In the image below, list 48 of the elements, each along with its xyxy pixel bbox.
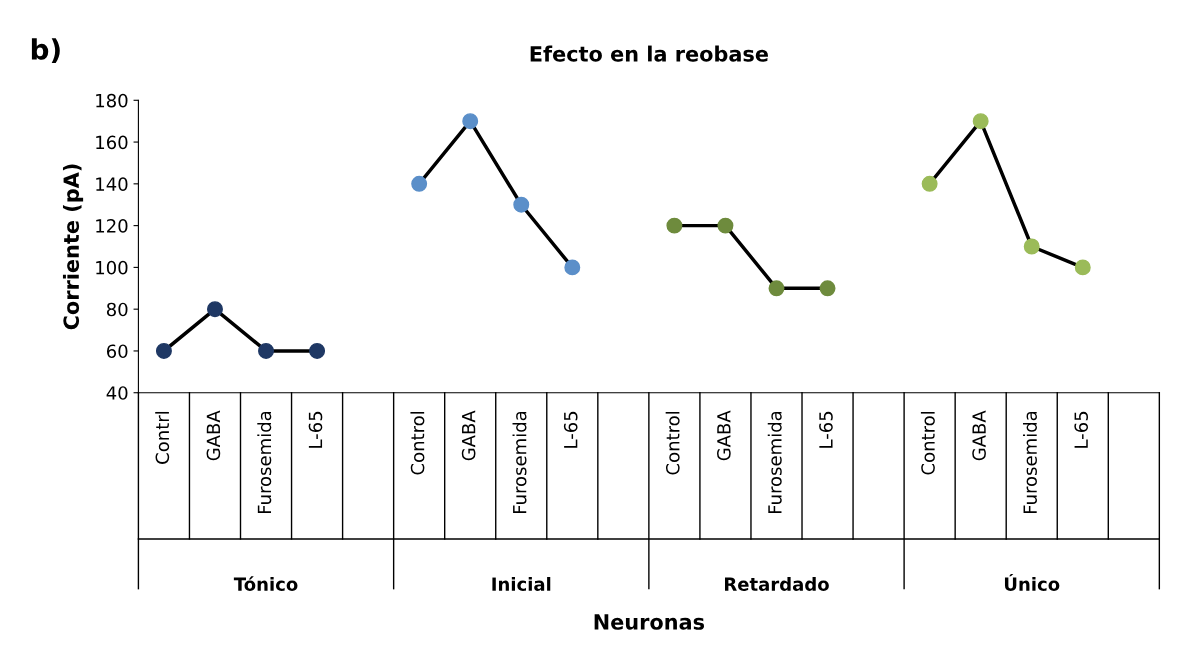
x-tick-label: Furosemida xyxy=(512,411,527,514)
y-tick-label: 80 xyxy=(106,302,128,317)
point xyxy=(309,342,326,359)
y-axis-title: Corriente (pA) xyxy=(62,164,84,330)
text: Tónico xyxy=(233,576,298,591)
point xyxy=(207,301,223,318)
x-tick-label: GABA xyxy=(206,410,221,461)
x-tick-label: GABA xyxy=(461,410,476,461)
point xyxy=(666,217,683,234)
x-tick-label: L-65 xyxy=(1074,411,1089,448)
x-tick-label: Contrl xyxy=(155,411,170,464)
y-tick-label: 140 xyxy=(96,177,128,191)
text: Retardado xyxy=(725,577,829,591)
x-tick-label: Control xyxy=(410,411,425,475)
x-tick-label: GABA xyxy=(717,410,731,461)
text: Único xyxy=(1004,574,1060,591)
point xyxy=(258,342,275,359)
y-tick-label: 60 xyxy=(106,344,128,359)
y-tick-label: 100 xyxy=(96,260,128,275)
point xyxy=(717,217,734,234)
text: b) xyxy=(31,38,60,64)
y-tick-label: 40 xyxy=(106,386,128,400)
x-tick-label: Control xyxy=(665,411,680,475)
chart-title: Efecto en la reobase xyxy=(530,45,768,62)
x-tick-label: L-65 xyxy=(563,411,578,448)
point xyxy=(155,342,172,359)
y-tick-label: 180 xyxy=(96,93,128,108)
x-tick-label: Control xyxy=(920,411,935,475)
text: Inicial xyxy=(492,577,551,591)
point xyxy=(564,259,581,276)
point xyxy=(411,175,428,192)
x-tick-label: Furosemida xyxy=(257,411,272,514)
x-tick-label: GABA xyxy=(972,410,986,461)
x-tick-label: Furosemida xyxy=(1022,411,1037,514)
point xyxy=(462,113,479,130)
point xyxy=(1023,238,1040,255)
x-tick-label: L-65 xyxy=(308,411,323,448)
y-tick-label: 160 xyxy=(96,135,128,150)
point xyxy=(921,175,938,192)
point xyxy=(513,196,530,213)
point xyxy=(768,280,785,297)
point xyxy=(972,113,989,130)
x-tick-label: L-65 xyxy=(819,411,833,448)
x-axis-title: Neuronas xyxy=(594,614,705,630)
y-tick-label: 120 xyxy=(96,219,128,233)
point xyxy=(1074,259,1091,276)
x-tick-label: Furosemida xyxy=(767,411,782,514)
point xyxy=(819,280,836,297)
